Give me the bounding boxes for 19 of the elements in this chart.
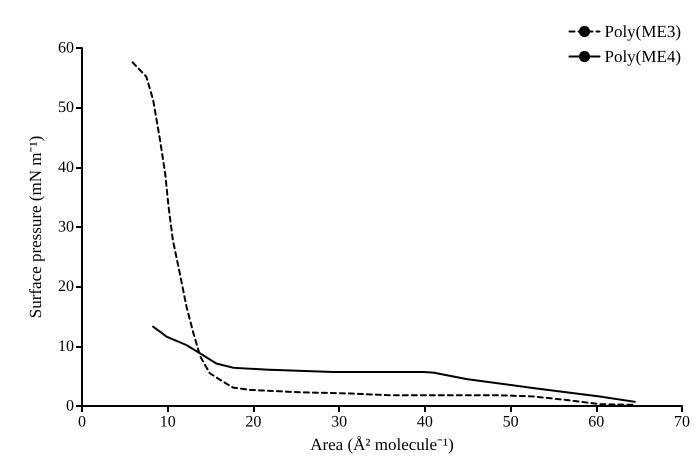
x-tick-label: 70	[674, 414, 690, 430]
y-tick-label: 60	[58, 40, 74, 56]
x-tick-label: 0	[78, 414, 86, 430]
legend-label: Poly(ME4)	[604, 47, 681, 66]
legend-label: Poly(ME3)	[604, 22, 681, 41]
x-tick-label: 10	[160, 414, 176, 430]
x-tick-label: 20	[245, 414, 262, 430]
x-tick-label: 50	[502, 414, 519, 430]
x-tick-label: 30	[331, 414, 348, 430]
y-axis-title: Surface pressure (mN m⁻¹)	[26, 136, 45, 318]
x-tick-label: 40	[416, 414, 433, 430]
y-tick-label: 10	[58, 338, 74, 355]
y-tick-label: 20	[58, 278, 74, 296]
x-tick-label: 60	[588, 414, 604, 430]
y-tick-label: 0	[66, 398, 74, 414]
y-tick-label: 40	[58, 158, 74, 176]
y-tick-label: 30	[58, 218, 74, 236]
y-tick-label: 50	[58, 99, 74, 116]
x-axis-title: Area (Å² molecule⁻¹)	[310, 435, 454, 454]
